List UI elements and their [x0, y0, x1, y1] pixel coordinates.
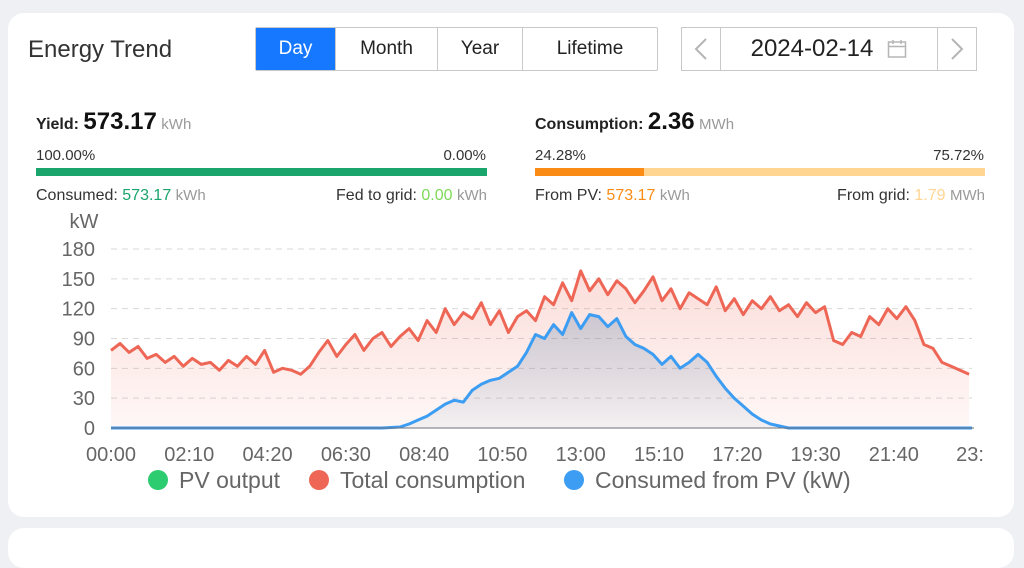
fed-value: 0.00 — [421, 187, 453, 204]
consumption-series-line — [110, 269, 970, 376]
pv-area — [111, 312, 972, 428]
energy-trend-card — [8, 13, 1014, 517]
energy-trend-chart: 0 30 60 90 120 150 180 kW 00:00 02:10 04:20 06:30 08… — [62, 211, 984, 493]
x-tick-label: 17:20 — [712, 444, 762, 466]
from-grid-value: 1.79 — [914, 187, 946, 204]
prev-date-button[interactable] — [682, 28, 721, 70]
from-pv-value: 573.17 — [606, 187, 656, 204]
legend-marker[interactable] — [309, 470, 329, 490]
from-pv-label: From PV: — [535, 187, 602, 204]
from-grid-label: From grid: — [837, 187, 910, 204]
date-value: 2024-02-14 — [750, 35, 874, 62]
chevron-left-icon — [694, 38, 707, 60]
consumed-unit: kWh — [175, 187, 206, 204]
consumption-value: 2.36 — [647, 108, 695, 135]
from-grid-unit: MWh — [950, 187, 985, 204]
consumed-value: 573.17 — [122, 187, 172, 204]
consumption-right-pct: 75.72% — [933, 147, 984, 164]
x-tick-label: 21:40 — [869, 444, 919, 466]
x-tick-label: 00:00 — [86, 444, 136, 466]
y-tick-label: 150 — [62, 269, 95, 291]
legend-label[interactable]: Total consumption — [340, 467, 525, 493]
fed-summary: Fed to grid: 0.00 kWh — [270, 187, 487, 205]
y-tick-label: 90 — [73, 329, 95, 351]
page-title: Energy Trend — [28, 36, 173, 63]
x-tick-label: 02:10 — [164, 444, 214, 466]
yield-unit: kWh — [161, 116, 192, 133]
yield-summary: Yield: 573.17 kWh — [36, 108, 191, 136]
y-tick-label: 30 — [73, 388, 95, 410]
consumption-label: Consumption: — [535, 116, 644, 133]
yield-ratio-fill — [36, 168, 487, 176]
date-field[interactable]: 2024-02-14 — [721, 35, 937, 63]
tab-month[interactable]: Month — [336, 28, 438, 70]
tab-year[interactable]: Year — [438, 28, 523, 70]
y-axis-label: kW — [70, 211, 99, 233]
x-tick-label: 10:50 — [477, 444, 527, 466]
x-tick-label: 08:40 — [399, 444, 449, 466]
next-date-button[interactable] — [937, 28, 976, 70]
chevron-right-icon — [951, 38, 964, 60]
from-grid-summary: From grid: 1.79 MWh — [760, 187, 985, 205]
date-picker: 2024-02-14 — [681, 27, 977, 71]
y-tick-label: 180 — [62, 239, 95, 261]
yield-value: 573.17 — [83, 108, 157, 135]
period-tabs: Day Month Year Lifetime — [255, 27, 658, 71]
consumption-left-pct: 24.28% — [535, 147, 586, 164]
x-tick-label: 15:10 — [634, 444, 684, 466]
legend-label[interactable]: PV output — [179, 467, 281, 493]
consumption-ratio-track — [535, 168, 985, 176]
yield-label: Yield: — [36, 116, 79, 133]
from-pv-summary: From PV: 573.17 kWh — [535, 187, 690, 205]
x-tick-label: 19:30 — [791, 444, 841, 466]
y-tick-label: 60 — [73, 358, 95, 380]
from-pv-unit: kWh — [659, 187, 690, 204]
calendar-icon — [888, 40, 907, 58]
fed-label: Fed to grid: — [336, 187, 417, 204]
x-tick-label: 13:00 — [556, 444, 606, 466]
x-tick-label: 04:20 — [243, 444, 293, 466]
consumed-label: Consumed: — [36, 187, 118, 204]
y-tick-label: 0 — [84, 418, 95, 440]
consumption-unit: MWh — [699, 116, 735, 133]
tab-day[interactable]: Day — [256, 28, 336, 70]
consumed-summary: Consumed: 573.17 kWh — [36, 187, 206, 205]
legend-label[interactable]: Consumed from PV (kW) — [595, 467, 851, 493]
yield-left-pct: 100.00% — [36, 147, 96, 164]
consumption-ratio-fill — [535, 168, 645, 176]
y-tick-label: 120 — [62, 299, 95, 321]
x-tick-label: 23: — [956, 444, 984, 466]
legend-marker[interactable] — [148, 470, 168, 490]
fed-unit: kWh — [457, 187, 487, 204]
x-tick-label: 06:30 — [321, 444, 371, 466]
legend-marker[interactable] — [564, 470, 584, 490]
yield-right-pct: 0.00% — [443, 147, 486, 164]
tab-lifetime[interactable]: Lifetime — [556, 38, 624, 59]
consumption-summary: Consumption: 2.36 MWh — [535, 108, 734, 136]
